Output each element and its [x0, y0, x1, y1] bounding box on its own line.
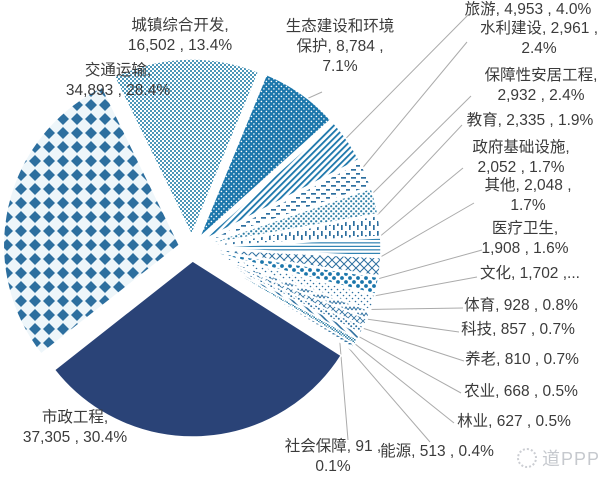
leader-line	[361, 95, 472, 205]
slice-label-11: 科技, 857 , 0.7%	[461, 321, 575, 338]
pie-slice-18[interactable]	[2, 85, 181, 356]
slice-label-6: 政府基础设施, 2,052 , 1.7%	[472, 139, 570, 176]
slice-label-5: 教育, 2,335 , 1.9%	[466, 112, 594, 129]
leader-line	[352, 316, 460, 333]
leader-lines-group	[292, 14, 483, 443]
slice-label-3: 水利建设, 2,961 , 2.4%	[479, 20, 599, 57]
pie-slice-0[interactable]	[113, 58, 260, 237]
leader-line	[352, 41, 468, 180]
pie-slice-2[interactable]	[202, 121, 360, 242]
slice-label-14: 林业, 627 , 0.5%	[457, 413, 571, 430]
pie-slice-16[interactable]	[202, 254, 353, 351]
slice-label-17: 市政工程, 37,305 , 30.4%	[22, 409, 128, 446]
pie-slice-6[interactable]	[204, 237, 382, 258]
slice-label-10: 体育, 928 , 0.8%	[464, 297, 578, 314]
slice-label-7: 其他, 2,048 , 1.7%	[484, 177, 572, 214]
slice-label-18: 交通运输, 34,893 , 28.4%	[65, 62, 171, 99]
leader-line	[343, 334, 455, 424]
slice-label-2: 旅游, 4,953 , 4.0%	[464, 1, 592, 18]
slice-label-16: 社会保障, 91 , 0.1%	[284, 438, 382, 475]
slice-label-13: 农业, 668 , 0.5%	[464, 383, 578, 400]
leader-line	[365, 124, 463, 228]
pie-slice-7[interactable]	[204, 248, 382, 277]
watermark-text: 道PPP	[541, 449, 600, 469]
slice-label-8: 医疗卫生, 1,908 , 1.6%	[481, 220, 569, 257]
slice-label-1: 生态建设和环境 保护, 8,784 , 7.1%	[285, 18, 395, 75]
leader-line	[349, 323, 465, 362]
leader-line	[340, 338, 431, 443]
leader-line	[339, 341, 349, 441]
leader-line	[359, 276, 478, 300]
pie-slices-group	[2, 58, 382, 438]
pie-slice-9[interactable]	[204, 251, 376, 311]
slice-label-4: 保障性安居工程, 2,932 , 2.4%	[484, 67, 598, 104]
slice-label-0: 城镇综合开发, 16,502 , 13.4%	[127, 17, 233, 54]
slice-label-9: 文化, 1,702 ,...	[480, 265, 580, 282]
leader-line	[366, 167, 464, 248]
slice-label-15: 能源, 513 , 0.4%	[380, 443, 494, 460]
watermark-logo-icon	[516, 448, 537, 468]
leader-line	[335, 14, 469, 149]
watermark: 道PPP	[516, 445, 600, 471]
pie-slice-1[interactable]	[198, 73, 332, 238]
pie-slice-3[interactable]	[203, 160, 372, 244]
pie-slice-5[interactable]	[204, 214, 382, 248]
leader-line	[363, 249, 483, 284]
leader-line	[346, 329, 462, 394]
leader-line	[365, 202, 475, 266]
slice-label-12: 养老, 810 , 0.7%	[465, 351, 579, 368]
leader-line	[355, 307, 464, 311]
pie-slice-17[interactable]	[53, 260, 343, 438]
pie-slice-4[interactable]	[204, 187, 379, 246]
pie-slice-8[interactable]	[204, 249, 380, 296]
